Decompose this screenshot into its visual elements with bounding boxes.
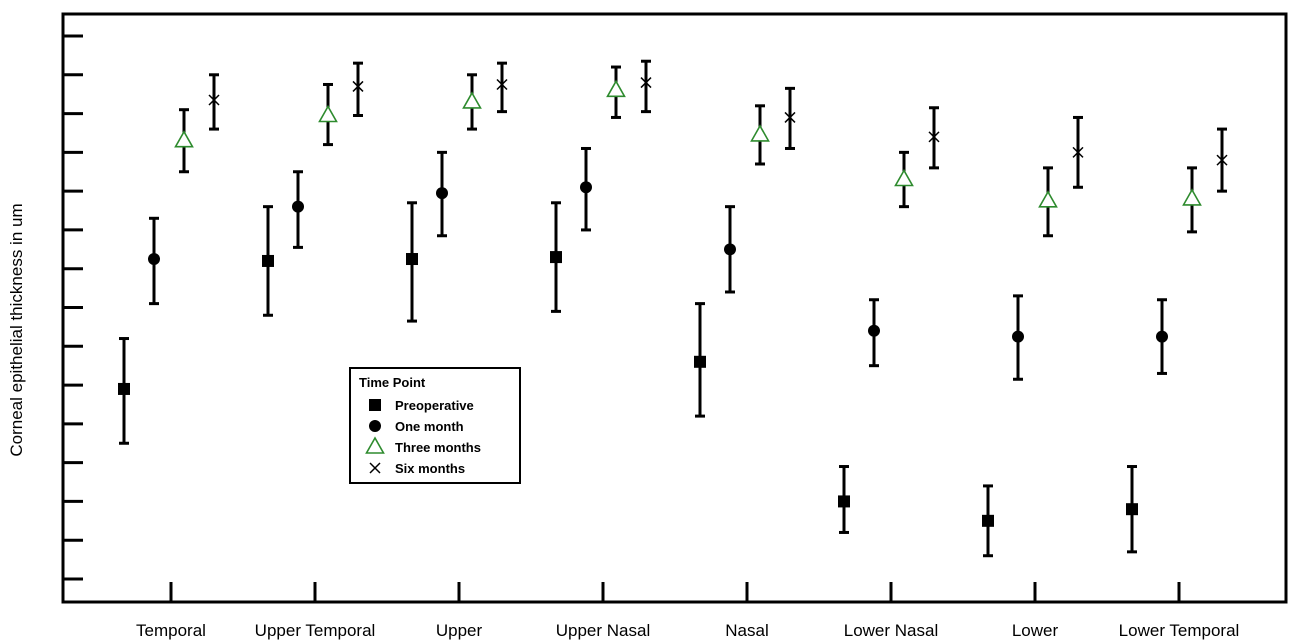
data-point [118, 382, 130, 395]
data-point [838, 495, 850, 508]
y-axis-label: Corneal epithelial thickness in um [7, 203, 26, 456]
data-point [1216, 154, 1228, 166]
data-point [750, 124, 770, 142]
data-point [292, 200, 304, 213]
x-ticks: Temporal Upper Temporal Upper Upper Nasal Na… [136, 582, 1239, 640]
data-point [580, 181, 592, 194]
data-point [640, 77, 652, 89]
data-point [352, 80, 364, 92]
legend-label: One month [395, 419, 464, 434]
x-tick-label: Upper [436, 621, 483, 640]
data-point [436, 187, 448, 200]
series-circle [148, 146, 1168, 381]
data-point [694, 355, 706, 368]
x-tick-label: Temporal [136, 621, 206, 640]
series-layer [118, 59, 1228, 558]
data-point [868, 324, 880, 337]
data-point [318, 104, 338, 123]
data-point [550, 251, 562, 264]
data-point [174, 130, 194, 148]
legend-title: Time Point [359, 375, 426, 390]
legend-items: Preoperative One month Three months Six mon… [365, 398, 481, 476]
data-point [496, 78, 508, 91]
series-triangle [174, 65, 1202, 238]
data-point [1156, 330, 1168, 343]
plot-frame [61, 12, 1288, 604]
data-point [462, 91, 482, 109]
legend-marker [369, 420, 381, 432]
data-point [1182, 188, 1202, 206]
legend-label: Three months [395, 440, 481, 455]
legend-marker [369, 462, 381, 474]
x-tick-label: Lower Temporal [1119, 621, 1240, 640]
x-tick-label: Nasal [725, 621, 768, 640]
y-ticks [63, 34, 83, 581]
legend-label: Preoperative [395, 398, 474, 413]
x-tick-label: Upper Temporal [255, 621, 376, 640]
x-tick-label: Lower [1012, 621, 1059, 640]
data-point [784, 111, 796, 123]
data-point [894, 168, 914, 187]
data-point [1012, 330, 1024, 343]
data-point [208, 94, 220, 106]
x-tick-label: Upper Nasal [556, 621, 651, 640]
data-point [1126, 503, 1138, 516]
legend: Time Point Preoperative One month Three mo… [349, 367, 521, 484]
data-point [982, 514, 994, 527]
legend-label: Six months [395, 461, 465, 476]
legend-marker [369, 399, 381, 411]
data-point [1038, 190, 1058, 208]
data-point [148, 253, 160, 266]
data-point [262, 254, 274, 267]
x-tick-label: Lower Nasal [844, 621, 939, 640]
series-x [208, 59, 1228, 193]
data-point [406, 253, 418, 266]
legend-marker [365, 436, 385, 454]
data-point [606, 79, 626, 98]
data-point [724, 243, 736, 256]
data-point [1072, 146, 1084, 158]
data-point [928, 131, 940, 143]
series-square [118, 201, 1138, 558]
